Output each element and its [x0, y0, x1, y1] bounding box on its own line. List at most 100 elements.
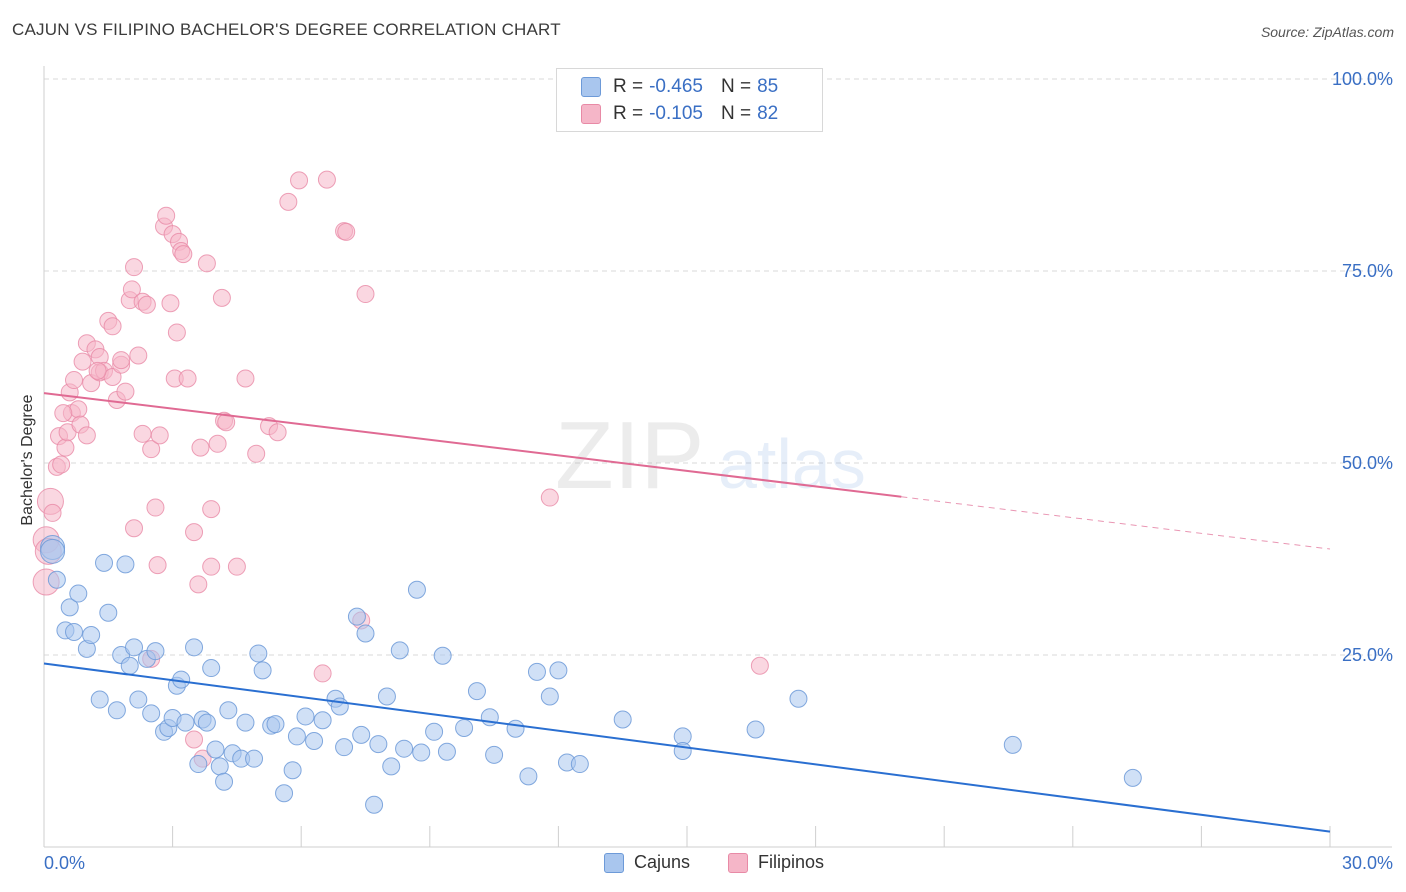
filipino-point [185, 523, 204, 542]
filipino-point [317, 170, 336, 189]
cajun-point [789, 689, 808, 708]
filipino-point [178, 369, 197, 388]
series-legend: Cajuns Filipinos [0, 852, 1406, 878]
filipino-point [43, 503, 62, 522]
cajun-point [437, 742, 456, 761]
filipino-point [750, 656, 769, 675]
legend-item-filipinos[interactable]: Filipinos [728, 852, 824, 873]
cajun-point [1003, 735, 1022, 754]
filipino-point [279, 192, 298, 211]
tick-labels: 25.0% 50.0% 75.0% 100.0% 0.0% 30.0% [44, 69, 1393, 873]
cajun-point [82, 626, 101, 645]
stats-legend: R = -0.465 N = 85 R = -0.105 N = 82 [556, 68, 823, 132]
cajun-point [206, 740, 225, 759]
cajun-point [540, 687, 559, 706]
cajun-point [395, 739, 414, 758]
gridlines [44, 78, 1392, 656]
cajun-point [172, 670, 191, 689]
filipino-point [337, 222, 356, 241]
filipino-point [540, 488, 559, 507]
filipino-point [217, 413, 236, 432]
cajun-point [746, 720, 765, 739]
filipino-point [202, 557, 221, 576]
cajun-point [60, 598, 79, 617]
cajun-point [146, 642, 165, 661]
legend-n-value: 82 [757, 103, 779, 124]
cajun-point [506, 719, 525, 738]
cajun-point [313, 711, 332, 730]
cajun-point [249, 644, 268, 663]
cajun-point [455, 718, 474, 737]
filipino-point [227, 557, 246, 576]
filipinos-swatch [728, 852, 748, 873]
cajun-points [40, 534, 1142, 814]
cajun-point [236, 713, 255, 732]
y-tick-label: 25.0% [1342, 645, 1393, 665]
filipino-point [356, 285, 375, 304]
cajun-point [95, 553, 114, 572]
filipino-point [137, 295, 156, 314]
cajun-point [1123, 768, 1142, 787]
filipinos-label: Filipinos [758, 852, 825, 872]
filipino-point [290, 171, 309, 190]
cajun-point [412, 743, 431, 762]
filipino-point [142, 440, 161, 459]
filipino-point [161, 294, 180, 313]
legend-row-filipino: R = -0.105 N = 82 [557, 101, 796, 127]
x-tick-label: 30.0% [1342, 853, 1393, 873]
cajun-point [673, 742, 692, 760]
filipino-point [197, 254, 216, 273]
filipino-point [112, 351, 131, 370]
cajun-point [189, 755, 208, 774]
cajun-point [219, 701, 238, 720]
filipino-point [69, 400, 88, 419]
axes [43, 66, 1392, 848]
cajun-point [613, 710, 632, 729]
cajun-point [125, 638, 144, 657]
cajun-point [365, 795, 384, 814]
cajun-point [570, 755, 589, 774]
cajun-point [407, 580, 426, 599]
filipino-point [150, 426, 169, 445]
watermark-zip: ZIP [555, 402, 704, 509]
filipino-point [157, 206, 176, 225]
cajun-point [129, 690, 148, 709]
cajun-point [253, 661, 272, 680]
watermark: ZIP atlas [555, 402, 866, 509]
cajun-point [335, 738, 354, 757]
cajun-point [549, 661, 568, 680]
cajun-point [287, 727, 306, 746]
legend-row-cajun: R = -0.465 N = 85 [557, 74, 796, 100]
cajun-point [390, 641, 409, 660]
cajun-point [467, 682, 486, 701]
cajun-point [245, 749, 264, 768]
cajun-point [40, 538, 66, 564]
watermark-atlas: atlas [718, 425, 866, 503]
cajuns-label: Cajuns [634, 852, 691, 872]
cajun-point [202, 659, 221, 678]
filipino-point [202, 500, 221, 519]
cajun-point [382, 757, 401, 776]
filipino-point [103, 317, 122, 336]
cajun-point [197, 713, 216, 732]
cajun-point [99, 603, 118, 622]
filipino-point [122, 280, 141, 299]
y-tick-label: 75.0% [1342, 261, 1393, 281]
cajuns-swatch [604, 852, 624, 873]
cajun-point [210, 757, 229, 776]
filipino-point [212, 288, 231, 307]
cajun-point [433, 646, 452, 665]
cajun-point [185, 638, 204, 657]
legend-item-cajuns[interactable]: Cajuns [604, 852, 690, 873]
cajun-point [275, 784, 294, 803]
filipino-point [129, 346, 148, 365]
y-tick-label: 50.0% [1342, 453, 1393, 473]
filipino-point [116, 382, 135, 401]
filipino-point [73, 352, 92, 371]
filipino-point [88, 361, 107, 380]
cajun-point [519, 767, 538, 786]
chart-title: CAJUN VS FILIPINO BACHELOR'S DEGREE CORR… [12, 20, 561, 39]
cajun-point [527, 662, 546, 681]
cajun-point [107, 701, 126, 720]
filipino-point [146, 498, 165, 517]
